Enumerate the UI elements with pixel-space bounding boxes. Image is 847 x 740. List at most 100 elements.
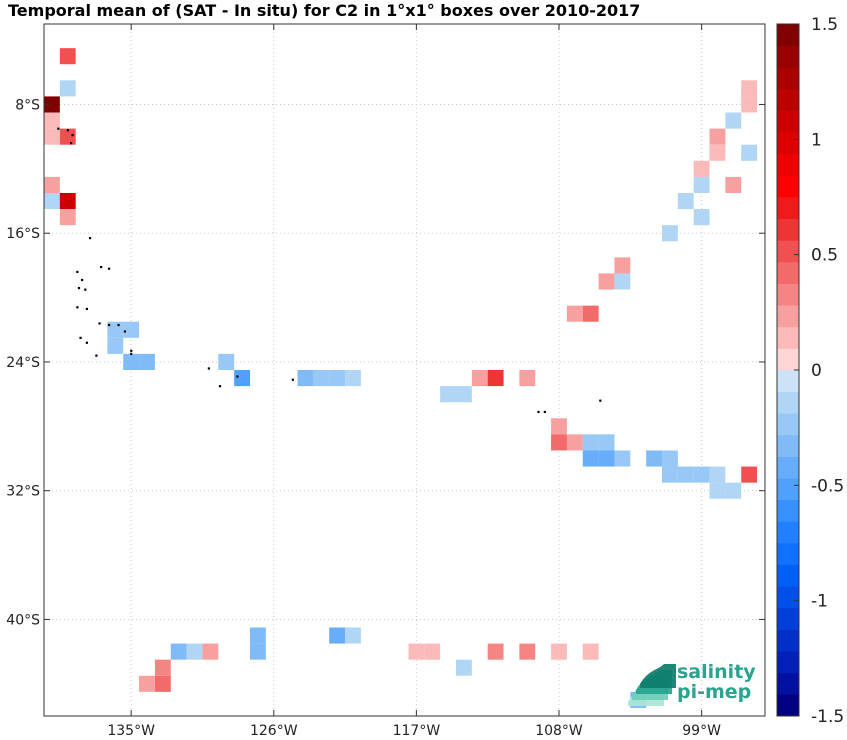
x-tick-label: 108°W	[535, 723, 583, 739]
colorbar-segment	[777, 521, 799, 544]
island	[107, 323, 111, 327]
heatmap-cell	[44, 128, 60, 145]
heatmap-cell	[297, 370, 314, 387]
heatmap-cell	[741, 466, 758, 483]
heatmap-cell	[662, 225, 678, 242]
heatmap-cell	[59, 48, 76, 65]
heatmap-cell	[44, 176, 60, 193]
colorbar-segment	[777, 672, 799, 695]
heatmap-cell	[44, 96, 60, 113]
plot-area	[44, 24, 765, 716]
island	[84, 288, 87, 291]
heatmap-cell	[551, 418, 567, 435]
heatmap-cell	[582, 450, 599, 467]
colorbar-segment	[777, 175, 799, 198]
heatmap-cell	[566, 305, 583, 322]
island	[81, 278, 84, 282]
colorbar-tick-label: -1	[811, 592, 828, 612]
colorbar-segment	[777, 499, 799, 522]
heatmap-cell	[107, 337, 124, 354]
heatmap-cell	[170, 643, 187, 660]
heatmap-cell	[154, 675, 171, 692]
y-tick-label: 16°S	[6, 226, 40, 242]
salinity-pi-mep-logo: salinity pi-mep	[628, 661, 756, 706]
heatmap-cell	[456, 386, 472, 403]
heatmap-cell	[313, 370, 330, 387]
logo-line1: salinity	[677, 661, 756, 683]
heatmap-cell	[693, 160, 710, 177]
island	[98, 322, 101, 325]
heatmap-cell	[139, 675, 155, 692]
x-axis: 135°W 126°W 117°W 108°W 99°W	[43, 23, 766, 739]
colorbar-tick-label: 1.5	[811, 15, 838, 35]
heatmap-cell	[487, 370, 504, 387]
colorbar-segment	[777, 478, 799, 501]
heatmap-cell	[741, 144, 758, 161]
heatmap-cell	[598, 434, 615, 451]
island	[85, 307, 88, 311]
colorbar-segment	[777, 391, 799, 414]
island	[71, 134, 74, 137]
island	[218, 385, 222, 388]
island	[77, 286, 81, 290]
colorbar-segment	[777, 694, 799, 717]
heatmap-cell	[440, 386, 456, 403]
island	[291, 378, 294, 381]
heatmap-cell	[662, 466, 678, 483]
island	[599, 399, 602, 402]
heatmap-cell	[582, 305, 599, 322]
y-axis: 8°S 16°S 24°S 32°S 40°S	[6, 97, 765, 628]
colorbar-segment	[777, 24, 799, 47]
heatmap-cell	[250, 643, 266, 660]
heatmap-cell	[693, 176, 710, 193]
heatmap-cell	[202, 643, 219, 660]
island	[66, 129, 69, 132]
heatmap-cell	[250, 627, 266, 644]
island	[88, 237, 92, 240]
island	[85, 341, 88, 344]
colorbar-segment	[777, 132, 799, 155]
heatmap-cell	[598, 273, 615, 290]
colorbar-segment	[777, 110, 799, 133]
heatmap-cell	[44, 192, 60, 210]
colorbar-tick-label: -0.5	[811, 476, 844, 496]
heatmap-cell	[614, 450, 631, 467]
heatmap-cell	[408, 643, 425, 660]
heatmap-cell	[59, 128, 76, 145]
island	[537, 410, 540, 414]
plot-frame	[43, 23, 766, 717]
heatmap-cell	[234, 370, 250, 387]
island	[79, 336, 82, 340]
heatmap-cell	[725, 112, 742, 129]
heatmap-cell	[709, 482, 726, 499]
heatmap-cell	[614, 273, 631, 290]
heatmap-cell	[693, 209, 710, 226]
colorbar-segment	[777, 283, 799, 306]
chart-title: Temporal mean of (SAT - In situ) for C2 …	[8, 1, 640, 20]
colorbar-segment	[777, 456, 799, 479]
heatmap-cell	[186, 643, 203, 660]
logo-wave	[640, 664, 676, 688]
colorbar-segment	[777, 45, 799, 68]
colorbar-tick-label: -1.5	[811, 707, 844, 727]
heatmap-cell	[44, 112, 60, 129]
heatmap-cell	[329, 370, 346, 387]
heatmap-cell	[424, 643, 441, 660]
y-tick-label: 8°S	[15, 97, 40, 113]
colorbar-segment	[777, 348, 799, 371]
logo-line2: pi-mep	[677, 681, 751, 703]
colorbar-segment	[777, 564, 799, 587]
heatmap-cell	[646, 450, 662, 467]
heatmap-cells	[44, 48, 758, 708]
heatmap-cell	[582, 434, 599, 451]
island	[100, 266, 103, 269]
heatmap-cell	[693, 466, 710, 483]
heatmap-cell	[519, 370, 536, 387]
y-tick-label: 24°S	[6, 355, 40, 371]
colorbar-segment	[777, 153, 799, 176]
island	[69, 142, 73, 145]
colorbar-segment	[777, 370, 799, 393]
colorbar-segment	[777, 607, 799, 630]
heatmap-cell	[598, 450, 615, 467]
